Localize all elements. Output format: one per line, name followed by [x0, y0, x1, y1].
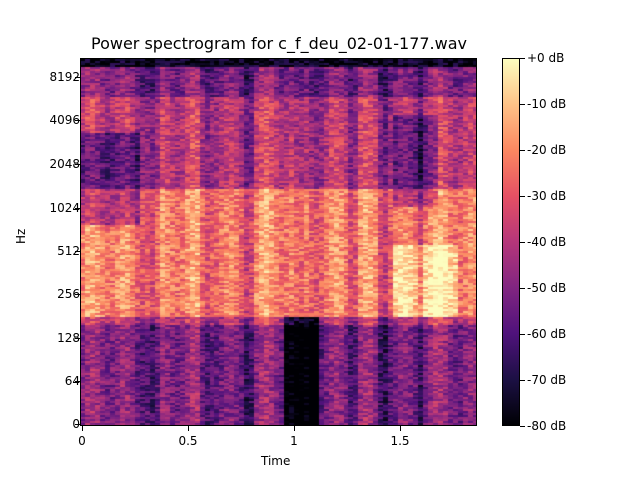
- spectrogram-image: [81, 59, 476, 425]
- y-tick-mark: [75, 208, 80, 209]
- colorbar: [502, 58, 520, 426]
- y-tick-label: 64: [64, 374, 80, 388]
- colorbar-tick-mark: [520, 288, 525, 289]
- colorbar-tick-label: -50 dB: [527, 281, 567, 295]
- y-axis-label: Hz: [14, 228, 28, 244]
- y-tick-mark: [75, 381, 80, 382]
- x-tick-label: 0: [78, 434, 86, 448]
- y-tick-label: 8192: [49, 70, 80, 84]
- x-tick-mark: [294, 426, 295, 431]
- colorbar-tick-mark: [520, 426, 525, 427]
- y-tick-label: 1024: [49, 201, 80, 215]
- colorbar-tick-mark: [520, 104, 525, 105]
- chart-title: Power spectrogram for c_f_deu_02-01-177.…: [91, 34, 467, 53]
- y-tick-mark: [75, 424, 80, 425]
- y-tick-label: 256: [57, 287, 80, 301]
- colorbar-tick-mark: [520, 380, 525, 381]
- y-tick-label: 2048: [49, 157, 80, 171]
- y-tick-mark: [75, 120, 80, 121]
- colorbar-tick-label: -80 dB: [527, 419, 567, 433]
- colorbar-tick-label: -70 dB: [527, 373, 567, 387]
- colorbar-tick-mark: [520, 334, 525, 335]
- colorbar-tick-label: -30 dB: [527, 189, 567, 203]
- y-tick-label: 512: [57, 244, 80, 258]
- x-tick-mark: [82, 426, 83, 431]
- y-tick-mark: [75, 164, 80, 165]
- x-axis-label: Time: [261, 454, 291, 468]
- x-tick-label: 1: [290, 434, 298, 448]
- colorbar-tick-mark: [520, 58, 525, 59]
- colorbar-tick-mark: [520, 242, 525, 243]
- colorbar-tick-mark: [520, 196, 525, 197]
- colorbar-tick-label: -10 dB: [527, 97, 567, 111]
- x-tick-mark: [188, 426, 189, 431]
- colorbar-tick-label: -20 dB: [527, 143, 567, 157]
- y-tick-label: 128: [57, 331, 80, 345]
- y-tick-label: 4096: [49, 113, 80, 127]
- colorbar-tick-mark: [520, 150, 525, 151]
- y-tick-mark: [75, 251, 80, 252]
- y-tick-mark: [75, 338, 80, 339]
- y-tick-mark: [75, 77, 80, 78]
- spectrogram-plot: [80, 58, 477, 426]
- y-tick-mark: [75, 294, 80, 295]
- x-tick-label: 0.5: [178, 434, 198, 448]
- colorbar-tick-label: -40 dB: [527, 235, 567, 249]
- colorbar-tick-label: +0 dB: [527, 51, 565, 65]
- x-tick-label: 1.5: [390, 434, 410, 448]
- x-tick-mark: [400, 426, 401, 431]
- colorbar-tick-label: -60 dB: [527, 327, 567, 341]
